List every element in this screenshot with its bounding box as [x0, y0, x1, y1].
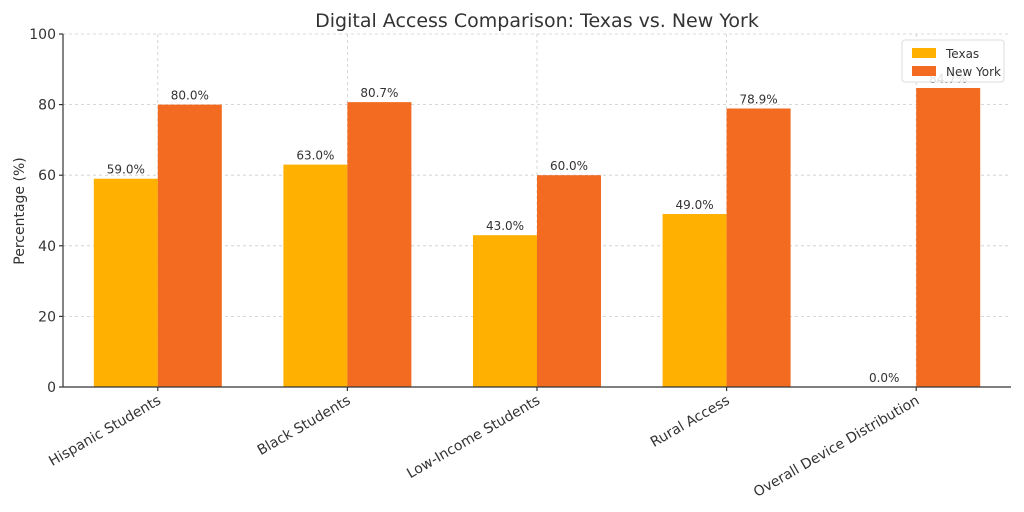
- y-tick-label: 0: [47, 380, 56, 396]
- legend-swatch: [912, 48, 936, 58]
- legend-label: Texas: [945, 47, 979, 61]
- y-tick-label: 60: [38, 168, 56, 184]
- bar-new-york: [916, 88, 981, 387]
- data-label: 63.0%: [296, 149, 334, 163]
- axes: [59, 33, 1011, 391]
- bar-texas: [283, 164, 348, 387]
- chart-title: Digital Access Comparison: Texas vs. New…: [315, 10, 759, 32]
- legend-swatch: [912, 66, 936, 76]
- legend: Texas New York: [901, 39, 1005, 83]
- x-tick-label: Black Students: [255, 393, 354, 459]
- bar-texas: [93, 178, 158, 387]
- x-tick-label: Rural Access: [648, 393, 733, 451]
- x-tick-label: Low-Income Students: [404, 393, 543, 482]
- x-tick-label: Overall Device Distribution: [751, 393, 922, 501]
- bar-texas: [473, 235, 537, 387]
- x-tick-labels: Hispanic Students Black Students Low-Incom…: [46, 393, 922, 501]
- bar-texas: [662, 214, 727, 387]
- legend-label: New York: [946, 65, 1001, 79]
- data-label: 0.0%: [869, 371, 900, 385]
- y-tick-label: 100: [29, 27, 56, 43]
- y-tick-label: 80: [38, 98, 56, 114]
- data-label: 78.9%: [740, 92, 778, 106]
- y-tick-label: 20: [38, 309, 56, 325]
- y-axis-label: Percentage (%): [12, 157, 28, 264]
- data-label: 49.0%: [676, 198, 714, 212]
- data-label: 59.0%: [107, 163, 145, 177]
- bar-new-york: [347, 102, 412, 387]
- y-tick-labels: 0 20 40 60 80 100: [29, 27, 56, 396]
- bar-new-york: [157, 104, 222, 387]
- data-label: 80.0%: [171, 89, 209, 103]
- data-label: 43.0%: [486, 219, 524, 233]
- bar-new-york: [726, 108, 791, 387]
- x-tick-label: Hispanic Students: [46, 393, 164, 470]
- data-label: 80.7%: [360, 86, 398, 100]
- bars: [93, 88, 981, 387]
- y-tick-label: 40: [38, 239, 56, 255]
- bar-new-york: [537, 175, 601, 387]
- data-label: 60.0%: [550, 159, 588, 173]
